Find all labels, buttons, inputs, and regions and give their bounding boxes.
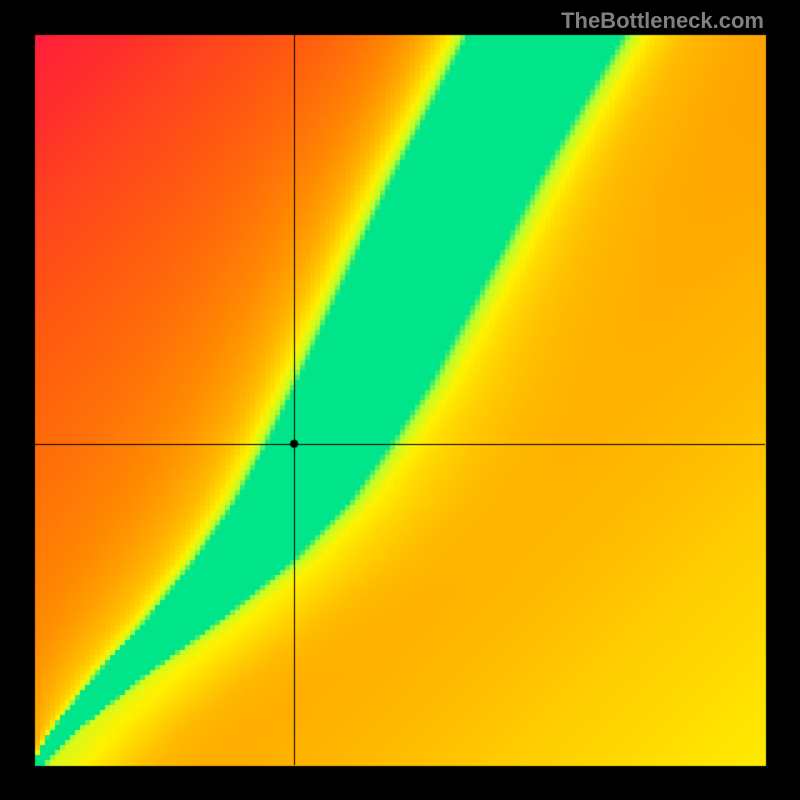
- bottleneck-heatmap: [0, 0, 800, 800]
- watermark-text: TheBottleneck.com: [561, 8, 764, 34]
- chart-container: TheBottleneck.com: [0, 0, 800, 800]
